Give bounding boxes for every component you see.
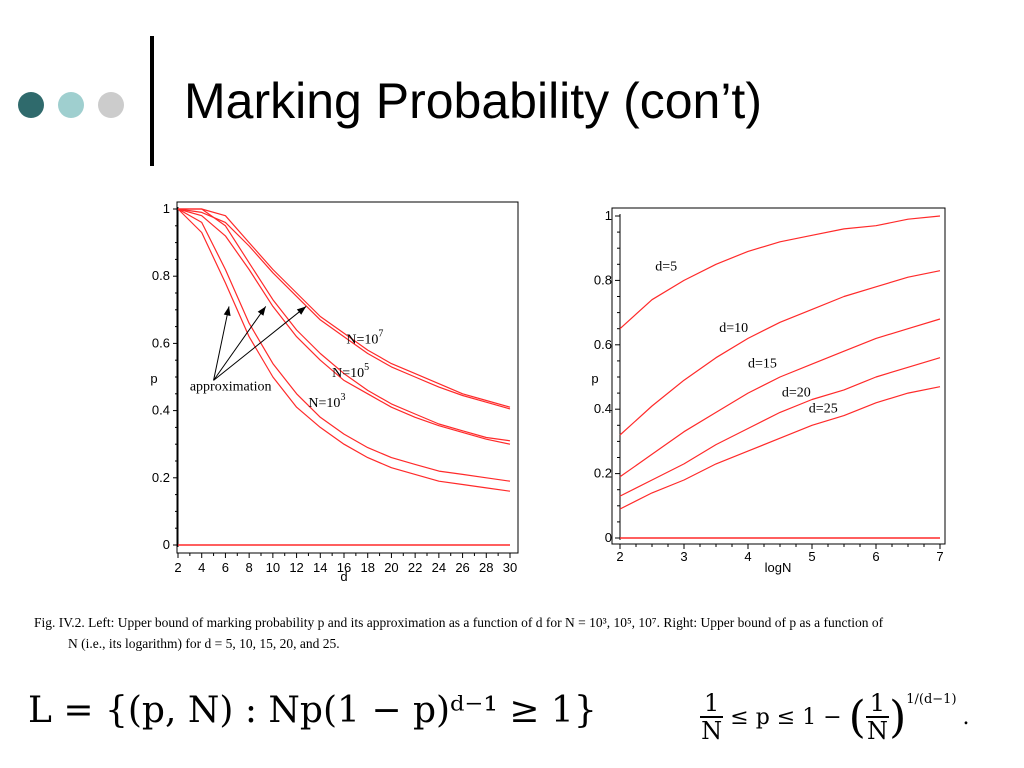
annotation-arrow-line: [213, 306, 267, 381]
x-axis-label: d: [340, 569, 347, 584]
fraction-numerator-2: 1: [865, 690, 890, 718]
x-tick-label: 4: [198, 560, 205, 575]
y-tick-label: 0.6: [594, 337, 612, 352]
x-tick-label: 30: [503, 560, 517, 575]
series-line-n-10-3: [177, 208, 511, 482]
annotation-label: d=15: [748, 356, 777, 371]
annotation-label: d=20: [782, 385, 811, 400]
series-line-d-20: [619, 357, 941, 497]
x-tick-label: 16: [337, 560, 351, 575]
left-paren: (: [848, 691, 866, 743]
annotation-label: N=105: [332, 362, 369, 381]
x-tick-label: 26: [455, 560, 469, 575]
x-tick-label: 22: [408, 560, 422, 575]
annotation-label: N=107: [346, 328, 383, 347]
series-line-n-10-7: [178, 208, 511, 408]
y-tick-label: 0: [605, 530, 612, 545]
x-tick-label: 20: [384, 560, 398, 575]
annotation-label: d=10: [719, 321, 748, 336]
bound-exponent: 1/(d−1): [906, 692, 957, 707]
y-tick-label: 0.4: [594, 401, 612, 416]
annotation-label: d=25: [809, 401, 838, 416]
dot-1-icon: [18, 92, 44, 118]
x-tick-label: 28: [479, 560, 493, 575]
fraction-denominator: N: [701, 717, 723, 745]
y-tick-label: 1: [605, 208, 612, 223]
x-tick-label: 18: [360, 560, 374, 575]
fraction-1-over-n: 1 N: [700, 690, 724, 745]
x-tick-label: 7: [936, 549, 943, 564]
bound-end: .: [962, 704, 970, 730]
annotation-arrow-line: [213, 306, 230, 381]
y-axis-label: p: [591, 371, 598, 386]
x-tick-label: 10: [266, 560, 280, 575]
series-line-n-10-5-approx: [177, 208, 511, 445]
x-tick-label: 2: [616, 549, 623, 564]
annotation-label: N=103: [308, 392, 345, 411]
y-tick-label: 0.8: [594, 272, 612, 287]
y-tick-label: 0.8: [152, 268, 170, 283]
annotation-arrow-head: [223, 306, 231, 316]
x-tick-label: 8: [246, 560, 253, 575]
y-tick-label: 0: [163, 537, 170, 552]
series-line-n-10-3-approx: [177, 208, 511, 492]
chart-left: 00.20.40.60.812 4 6 8 10 12 14 16 18 20 22 24 26 28 30…: [150, 201, 519, 584]
x-tick-label: 3: [680, 549, 687, 564]
slide-bullet-dots: [18, 92, 124, 118]
x-tick-label: 5: [808, 549, 815, 564]
set-definition-formula: L = {(p, N) : Np(1 − p)ᵈ⁻¹ ≥ 1}: [28, 690, 597, 731]
right-paren: ): [889, 691, 907, 743]
y-tick-label: 0.4: [152, 403, 170, 418]
dot-3-icon: [98, 92, 124, 118]
annotation-arrow-line: [213, 306, 307, 381]
annotation-label: approximation: [190, 379, 272, 394]
caption-line-1: Fig. IV.2. Left: Upper bound of marking …: [34, 615, 884, 630]
x-tick-label: 6: [872, 549, 879, 564]
y-tick-label: 0.2: [152, 470, 170, 485]
x-tick-label: 14: [313, 560, 327, 575]
series-line-d-10: [619, 270, 941, 436]
series-line-d-25: [619, 386, 941, 510]
chart-right: 0 0.2 0.4 0.6 0.8 1 2 3 4 5 6 7 logN p d=5 d=10 d=15 d=20…: [591, 207, 946, 575]
x-tick-label: 6: [222, 560, 229, 575]
annotation-label: d=5: [655, 260, 677, 275]
bound-formula: 1 N ≤ p ≤ 1 − ( 1 N ) 1/(d−1) .: [700, 690, 970, 744]
x-tick-label: 12: [289, 560, 303, 575]
series-line-d-15: [619, 318, 941, 478]
y-tick-label: 0.6: [152, 335, 170, 350]
title-divider: [150, 36, 154, 166]
y-tick-label: 0.2: [594, 466, 612, 481]
annotation-arrow-head: [257, 306, 266, 316]
fraction-numerator: 1: [700, 690, 724, 718]
x-tick-label: 4: [744, 549, 751, 564]
y-tick-label: 1: [163, 201, 170, 216]
series-line-n-10-7-approx: [177, 208, 511, 410]
dot-2-icon: [58, 92, 84, 118]
series-line-d-5: [619, 215, 941, 330]
plot-frame: [611, 207, 946, 545]
figure-caption: Fig. IV.2. Left: Upper bound of marking …: [34, 612, 1014, 654]
x-tick-label: 24: [432, 560, 446, 575]
annotation-arrow-head: [296, 306, 307, 315]
series-line-n-10-5: [178, 208, 511, 442]
caption-line-2: N (i.e., its logarithm) for d = 5, 10, 1…: [68, 636, 340, 651]
x-axis-label: logN: [765, 560, 792, 575]
fraction-1-over-n-2: 1 N: [865, 690, 890, 745]
slide-title: Marking Probability (con’t): [184, 73, 762, 129]
bound-middle: ≤ p ≤ 1 −: [723, 704, 849, 730]
x-tick-label: 2: [174, 560, 181, 575]
y-axis-label: p: [150, 371, 157, 386]
fraction-denominator-2: N: [866, 717, 888, 745]
